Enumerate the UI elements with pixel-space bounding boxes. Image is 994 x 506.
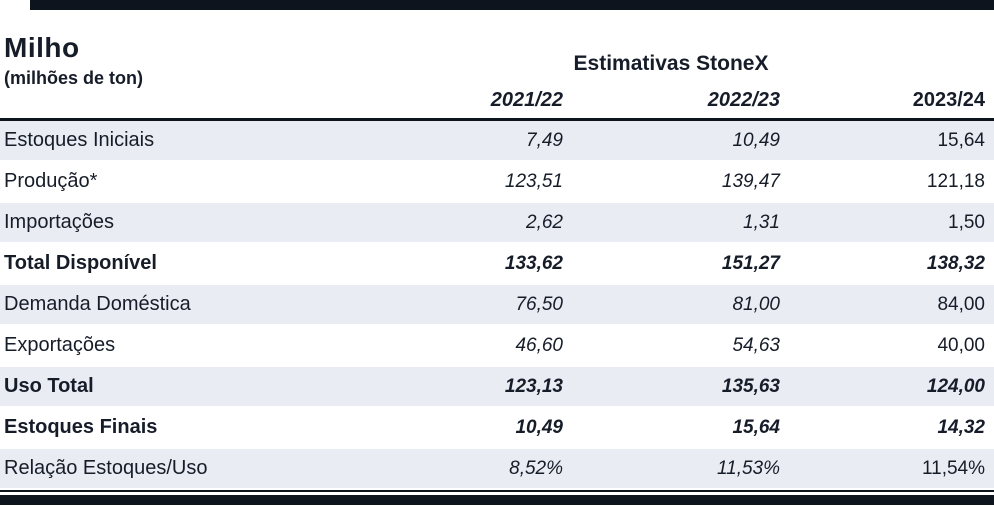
row-label: Relação Estoques/Uso (4, 457, 208, 479)
row-label: Estoques Iniciais (4, 129, 155, 151)
row-label: Estoques Finais (4, 416, 158, 438)
page-subtitle: (milhões de ton) (4, 68, 143, 88)
row-label: Importações (4, 211, 115, 233)
row-value-2023-24: 124,00 (926, 376, 985, 397)
year-header-2023-24: 2023/24 (912, 89, 985, 111)
row-value-2021-22: 8,52% (509, 458, 563, 479)
row-value-2022-23: 151,27 (721, 253, 780, 274)
row-label: Produção* (4, 170, 98, 192)
row-value-2022-23: 135,63 (721, 376, 780, 397)
row-label: Exportações (4, 334, 116, 356)
row-label: Demanda Doméstica (4, 293, 191, 315)
table-row-relacao-estoques-uso: Relação Estoques/Uso 8,52% 11,53% 11,54% (0, 449, 994, 490)
row-value-2022-23: 54,63 (732, 335, 780, 356)
row-value-2021-22: 46,60 (515, 335, 563, 356)
row-value-2021-22: 133,62 (504, 253, 563, 274)
column-group-label: Estimativas StoneX (573, 52, 769, 75)
table-bottom-border (0, 490, 994, 492)
bottom-accent-bar (0, 495, 994, 505)
row-value-2023-24: 84,00 (937, 294, 985, 315)
table-row-exportacoes: Exportações 46,60 54,63 40,00 (0, 326, 994, 367)
table-row-importacoes: Importações 2,62 1,31 1,50 (0, 203, 994, 244)
row-value-2022-23: 11,53% (716, 458, 780, 479)
table-row-estoques-finais: Estoques Finais 10,49 15,64 14,32 (0, 408, 994, 449)
row-value-2023-24: 11,54% (921, 458, 985, 479)
row-value-2021-22: 76,50 (515, 294, 563, 315)
table-row-producao: Produção* 123,51 139,47 121,18 (0, 162, 994, 203)
table-header: Milho (milhões de ton) Estimativas Stone… (0, 0, 994, 121)
row-value-2022-23: 1,31 (743, 212, 780, 233)
table-row-total-disponivel: Total Disponível 133,62 151,27 138,32 (0, 244, 994, 285)
row-value-2021-22: 10,49 (515, 417, 563, 438)
year-header-spacer (0, 86, 403, 115)
row-value-2023-24: 121,18 (926, 171, 985, 192)
table-row-estoques-iniciais: Estoques Iniciais 7,49 10,49 15,64 (0, 121, 994, 162)
top-accent-bar (30, 0, 994, 10)
row-value-2022-23: 81,00 (732, 294, 780, 315)
row-value-2021-22: 123,51 (504, 171, 563, 192)
table-row-uso-total: Uso Total 123,13 135,63 124,00 (0, 367, 994, 408)
row-label: Uso Total (4, 375, 94, 397)
row-value-2023-24: 1,50 (948, 212, 985, 233)
row-value-2021-22: 7,49 (526, 130, 563, 151)
row-value-2021-22: 123,13 (504, 376, 563, 397)
row-value-2023-24: 40,00 (937, 335, 985, 356)
row-value-2023-24: 14,32 (937, 417, 985, 438)
row-value-2021-22: 2,62 (526, 212, 563, 233)
page-title: Milho (4, 32, 80, 63)
row-value-2023-24: 138,32 (926, 253, 985, 274)
row-value-2023-24: 15,64 (937, 130, 985, 151)
row-label: Total Disponível (4, 252, 157, 274)
row-value-2022-23: 10,49 (732, 130, 780, 151)
row-value-2022-23: 15,64 (732, 417, 780, 438)
table-row-demanda-domestica: Demanda Doméstica 76,50 81,00 84,00 (0, 285, 994, 326)
year-header-2021-22: 2021/22 (490, 89, 563, 111)
table-body: Estoques Iniciais 7,49 10,49 15,64 Produ… (0, 121, 994, 490)
year-header-2022-23: 2022/23 (707, 89, 780, 111)
row-value-2022-23: 139,47 (721, 171, 780, 192)
header-divider-line (0, 118, 994, 121)
year-header-row: 2021/22 2022/23 2023/24 (0, 86, 994, 115)
